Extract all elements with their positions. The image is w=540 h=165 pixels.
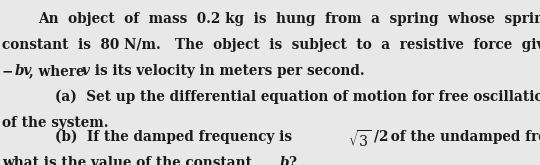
Text: is its velocity in meters per second.: is its velocity in meters per second. — [90, 64, 364, 78]
Text: (b)  If the damped frequency is: (b) If the damped frequency is — [55, 130, 297, 144]
Text: −: − — [2, 64, 14, 78]
Text: v: v — [82, 64, 90, 78]
Text: what is the value of the constant: what is the value of the constant — [2, 156, 256, 165]
Text: of the system.: of the system. — [2, 116, 109, 130]
Text: b: b — [280, 156, 289, 165]
Text: (a)  Set up the differential equation of motion for free oscillations: (a) Set up the differential equation of … — [55, 90, 540, 104]
Text: constant  is  80 N/m.   The  object  is  subject  to  a  resistive  force  given: constant is 80 N/m. The object is subjec… — [2, 38, 540, 52]
Text: $\sqrt{3}$: $\sqrt{3}$ — [348, 129, 371, 150]
Text: ?: ? — [288, 156, 296, 165]
Text: of the undamped frequency,: of the undamped frequency, — [386, 130, 540, 144]
Text: , where: , where — [29, 64, 89, 78]
Text: bv: bv — [15, 64, 32, 78]
Text: An  object  of  mass  0.2 kg  is  hung  from  a  spring  whose  spring: An object of mass 0.2 kg is hung from a … — [38, 12, 540, 26]
Text: /2: /2 — [374, 130, 388, 144]
